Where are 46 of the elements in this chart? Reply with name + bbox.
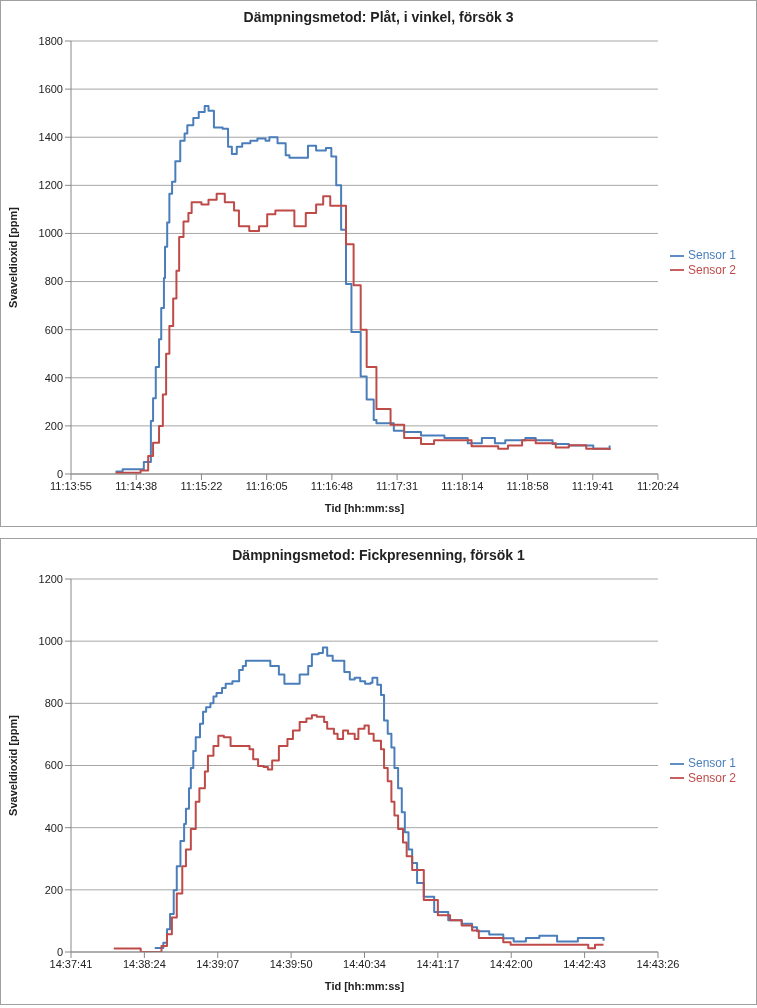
y-tick-label: 1000	[38, 227, 63, 240]
y-tick-label: 200	[44, 883, 63, 896]
x-axis-title: Tid [hh:mm:ss]	[324, 502, 405, 514]
y-tick-label: 0	[56, 945, 63, 958]
x-tick-label: 11:16:05	[245, 479, 288, 492]
x-tick-label: 14:41:17	[416, 957, 460, 970]
y-axis-title: Svaveldioxid [ppm]	[6, 714, 19, 816]
legend-label: Sensor 2	[687, 262, 736, 277]
legend-label: Sensor 1	[687, 247, 736, 262]
y-tick-label: 1200	[38, 179, 63, 192]
y-tick-label: 1200	[38, 572, 63, 585]
y-tick-label: 200	[44, 419, 63, 432]
y-tick-label: 400	[44, 371, 63, 384]
chart-title: Dämpningsmetod: Fickpresenning, försök 1	[231, 547, 526, 563]
y-axis-title: Svaveldioxid [ppm]	[6, 206, 19, 308]
x-tick-label: 11:18:14	[441, 479, 484, 492]
x-tick-label: 11:16:48	[310, 479, 353, 492]
y-tick-label: 0	[56, 467, 63, 480]
chart-title: Dämpningsmetod: Plåt, i vinkel, försök 3	[242, 9, 515, 25]
x-tick-label: 14:43:26	[636, 957, 680, 970]
x-tick-label: 14:42:00	[489, 957, 533, 970]
y-tick-label: 1000	[38, 635, 63, 648]
y-tick-label: 1800	[38, 34, 63, 47]
x-tick-label: 11:15:22	[180, 479, 223, 492]
x-tick-label: 14:38:24	[122, 957, 166, 970]
y-tick-label: 800	[44, 275, 63, 288]
y-tick-label: 600	[44, 323, 63, 336]
y-tick-label: 800	[44, 697, 63, 710]
x-tick-label: 14:39:07	[196, 957, 240, 970]
x-tick-label: 11:20:24	[636, 479, 679, 492]
legend-label: Sensor 2	[687, 770, 736, 785]
x-tick-label: 11:19:41	[571, 479, 614, 492]
x-tick-label: 11:18:58	[506, 479, 549, 492]
y-tick-label: 400	[44, 821, 63, 834]
x-tick-label: 14:37:41	[49, 957, 93, 970]
y-tick-label: 600	[44, 759, 63, 772]
x-tick-label: 11:14:38	[115, 479, 158, 492]
x-tick-label: 11:17:31	[376, 479, 419, 492]
legend-label: Sensor 1	[687, 755, 736, 770]
x-tick-label: 14:42:43	[563, 957, 607, 970]
x-tick-label: 11:13:55	[49, 479, 93, 492]
x-axis-title: Tid [hh:mm:ss]	[324, 980, 405, 992]
x-tick-label: 14:40:34	[343, 957, 386, 970]
x-tick-label: 14:39:50	[269, 957, 313, 970]
y-tick-label: 1600	[38, 83, 63, 96]
y-tick-label: 1400	[38, 131, 63, 144]
